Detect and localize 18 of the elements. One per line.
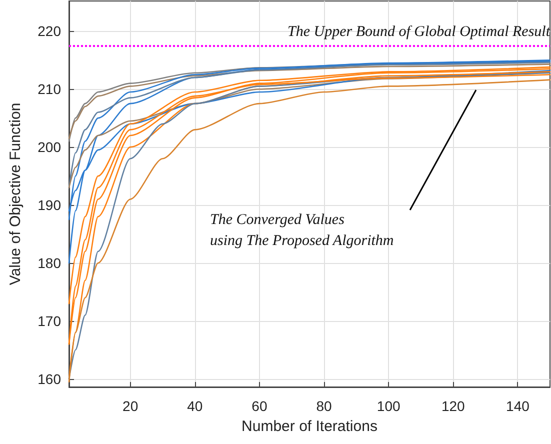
y-tick-label: 180: [38, 254, 62, 271]
y-tick-label: 210: [38, 81, 62, 98]
ref-line-label: The Upper Bound of Global Optimal Result: [288, 24, 551, 40]
y-axis-title: Value of Objective Function: [7, 102, 24, 286]
x-tick-label: 100: [376, 398, 400, 414]
x-tick-label: 60: [252, 398, 268, 414]
y-tick-label: 190: [38, 197, 62, 214]
x-tick-label: 80: [316, 398, 332, 414]
x-tick-label: 120: [441, 398, 466, 414]
x-axis-title: Number of Iterations: [242, 418, 378, 435]
x-tick-label: 140: [506, 398, 530, 414]
y-tick-label: 170: [38, 312, 62, 329]
x-tick-label: 20: [122, 398, 138, 414]
y-tick-label: 220: [38, 23, 62, 40]
x-tick-label: 40: [187, 398, 203, 414]
annotation: The Converged Values using The Proposed Algorithm: [210, 212, 394, 249]
y-tick-label: 200: [38, 139, 62, 156]
y-tick-label: 160: [38, 370, 62, 387]
